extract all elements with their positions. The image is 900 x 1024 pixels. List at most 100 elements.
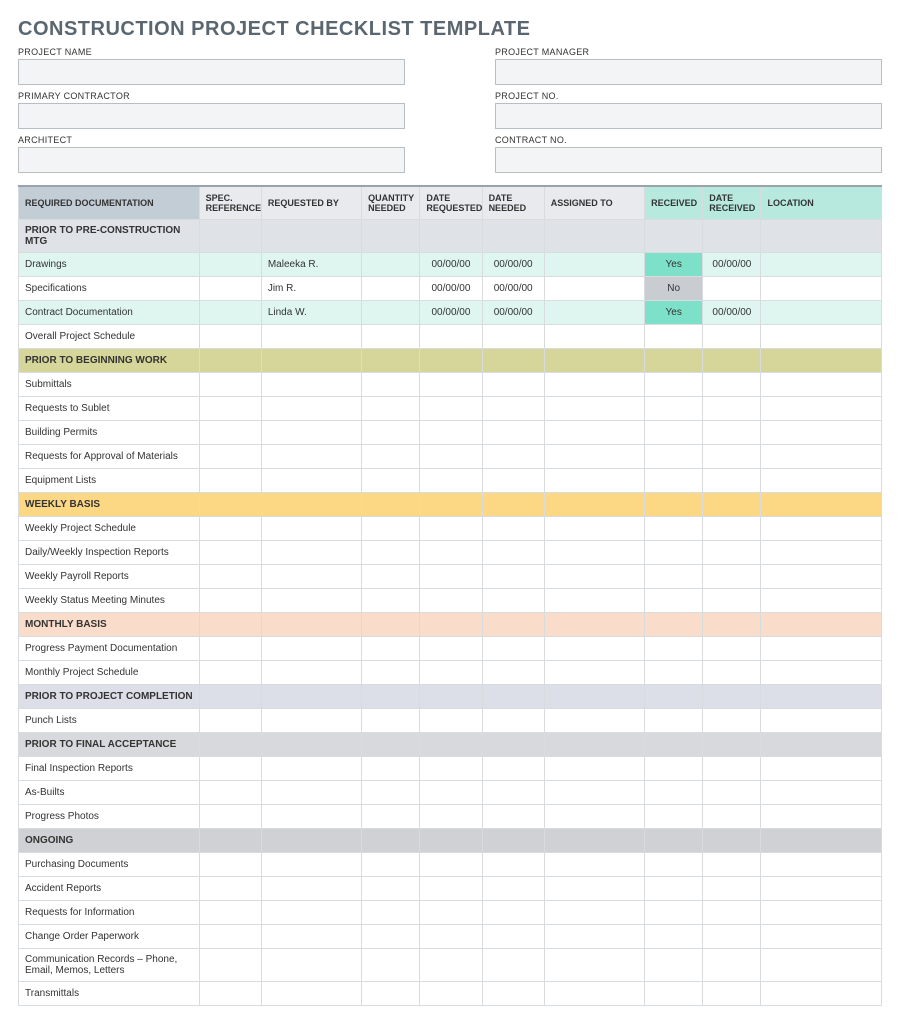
table-cell[interactable] <box>703 325 761 349</box>
table-cell[interactable] <box>261 517 361 541</box>
table-cell[interactable] <box>703 709 761 733</box>
table-cell[interactable] <box>544 853 644 877</box>
table-cell[interactable] <box>199 661 261 685</box>
table-cell[interactable] <box>761 982 882 1006</box>
table-cell[interactable]: As-Builts <box>19 781 200 805</box>
table-cell[interactable]: Yes <box>645 301 703 325</box>
table-cell[interactable] <box>703 373 761 397</box>
meta-input[interactable] <box>18 59 405 85</box>
table-cell[interactable] <box>703 853 761 877</box>
table-cell[interactable] <box>199 757 261 781</box>
table-cell[interactable] <box>761 949 882 982</box>
table-cell[interactable] <box>482 853 544 877</box>
table-cell[interactable]: Requests for Information <box>19 901 200 925</box>
table-cell[interactable] <box>544 925 644 949</box>
table-cell[interactable] <box>482 781 544 805</box>
table-cell[interactable] <box>261 589 361 613</box>
table-cell[interactable] <box>362 541 420 565</box>
table-cell[interactable] <box>703 661 761 685</box>
table-cell[interactable] <box>199 853 261 877</box>
table-cell[interactable] <box>761 277 882 301</box>
table-cell[interactable] <box>420 565 482 589</box>
table-cell[interactable] <box>362 445 420 469</box>
table-cell[interactable] <box>420 877 482 901</box>
table-cell[interactable] <box>261 541 361 565</box>
table-cell[interactable] <box>420 757 482 781</box>
table-cell[interactable] <box>761 661 882 685</box>
table-cell[interactable] <box>362 661 420 685</box>
table-cell[interactable] <box>761 637 882 661</box>
table-cell[interactable] <box>199 253 261 277</box>
table-cell[interactable] <box>761 853 882 877</box>
table-cell[interactable] <box>544 565 644 589</box>
table-cell[interactable] <box>420 325 482 349</box>
table-cell[interactable]: 00/00/00 <box>703 253 761 277</box>
table-cell[interactable]: Contract Documentation <box>19 301 200 325</box>
table-cell[interactable] <box>645 637 703 661</box>
table-cell[interactable] <box>199 397 261 421</box>
table-cell[interactable]: Requests for Approval of Materials <box>19 445 200 469</box>
table-cell[interactable]: Progress Payment Documentation <box>19 637 200 661</box>
table-cell[interactable] <box>645 445 703 469</box>
table-cell[interactable] <box>420 901 482 925</box>
table-cell[interactable]: Final Inspection Reports <box>19 757 200 781</box>
table-cell[interactable] <box>703 757 761 781</box>
table-cell[interactable] <box>362 301 420 325</box>
table-cell[interactable] <box>761 805 882 829</box>
table-cell[interactable] <box>420 589 482 613</box>
table-cell[interactable] <box>362 805 420 829</box>
table-cell[interactable] <box>482 901 544 925</box>
table-cell[interactable] <box>544 877 644 901</box>
table-cell[interactable] <box>544 469 644 493</box>
table-cell[interactable] <box>199 709 261 733</box>
table-cell[interactable]: Weekly Status Meeting Minutes <box>19 589 200 613</box>
table-cell[interactable] <box>703 901 761 925</box>
table-cell[interactable] <box>362 925 420 949</box>
table-cell[interactable] <box>544 949 644 982</box>
meta-input[interactable] <box>495 59 882 85</box>
table-cell[interactable] <box>261 781 361 805</box>
table-cell[interactable] <box>761 589 882 613</box>
table-cell[interactable] <box>544 325 644 349</box>
meta-input[interactable] <box>18 147 405 173</box>
table-cell[interactable] <box>703 982 761 1006</box>
table-cell[interactable] <box>761 565 882 589</box>
table-cell[interactable] <box>199 901 261 925</box>
table-cell[interactable] <box>482 445 544 469</box>
table-cell[interactable] <box>544 421 644 445</box>
table-cell[interactable] <box>362 709 420 733</box>
table-cell[interactable] <box>645 982 703 1006</box>
table-cell[interactable] <box>703 541 761 565</box>
table-cell[interactable] <box>261 445 361 469</box>
table-cell[interactable] <box>645 853 703 877</box>
table-cell[interactable] <box>482 805 544 829</box>
table-cell[interactable] <box>544 373 644 397</box>
table-cell[interactable]: Specifications <box>19 277 200 301</box>
table-cell[interactable] <box>645 565 703 589</box>
meta-input[interactable] <box>18 103 405 129</box>
table-cell[interactable]: Jim R. <box>261 277 361 301</box>
table-cell[interactable] <box>645 517 703 541</box>
table-cell[interactable] <box>420 982 482 1006</box>
table-cell[interactable] <box>362 469 420 493</box>
table-cell[interactable]: Weekly Payroll Reports <box>19 565 200 589</box>
table-cell[interactable] <box>703 445 761 469</box>
table-cell[interactable] <box>703 805 761 829</box>
table-cell[interactable] <box>261 709 361 733</box>
table-cell[interactable] <box>645 421 703 445</box>
table-cell[interactable] <box>703 397 761 421</box>
table-cell[interactable]: Overall Project Schedule <box>19 325 200 349</box>
table-cell[interactable] <box>482 949 544 982</box>
table-cell[interactable] <box>703 277 761 301</box>
table-cell[interactable] <box>761 253 882 277</box>
table-cell[interactable] <box>645 661 703 685</box>
table-cell[interactable]: Drawings <box>19 253 200 277</box>
table-cell[interactable] <box>199 877 261 901</box>
table-cell[interactable] <box>703 877 761 901</box>
table-cell[interactable]: 00/00/00 <box>482 301 544 325</box>
table-cell[interactable] <box>362 589 420 613</box>
table-cell[interactable] <box>199 805 261 829</box>
table-cell[interactable] <box>761 877 882 901</box>
table-cell[interactable] <box>703 589 761 613</box>
table-cell[interactable] <box>544 901 644 925</box>
